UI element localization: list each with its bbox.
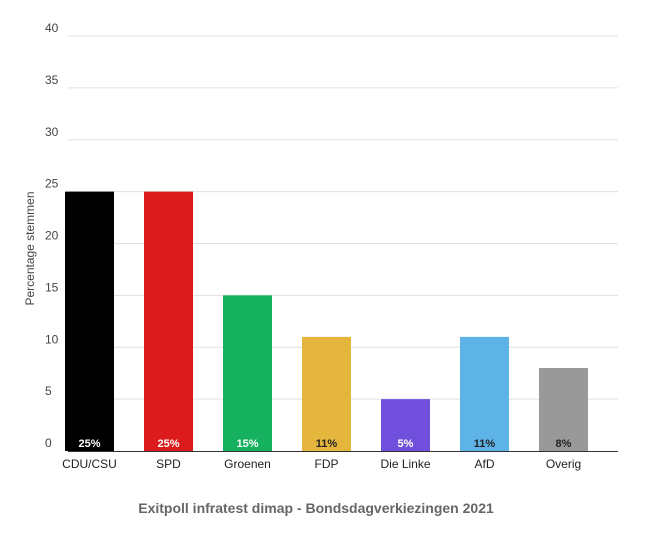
y-tick-label: 35 xyxy=(45,73,59,87)
x-tick-labels: CDU/CSU SPD Groenen FDP Die Linke AfD Overig xyxy=(62,457,581,471)
bar-data-label: 25% xyxy=(157,438,179,450)
bar-data-label: 25% xyxy=(78,438,100,450)
x-tick-label: Overig xyxy=(546,457,581,471)
bar xyxy=(223,295,272,451)
bar-data-label: 11% xyxy=(474,438,496,450)
y-axis-title: Percentage stemmen xyxy=(23,191,37,305)
y-tick-label: 15 xyxy=(45,280,59,294)
y-tick-labels: 0 5 10 15 20 25 30 35 40 xyxy=(45,21,59,450)
bar-data-labels: 25% 25% 15% 11% 5% 11% 8% xyxy=(78,438,571,450)
x-tick-label: SPD xyxy=(156,457,181,471)
x-tick-label: FDP xyxy=(315,457,339,471)
y-tick-label: 0 xyxy=(45,436,52,450)
bar-data-label: 8% xyxy=(556,438,572,450)
bar-data-label: 5% xyxy=(398,438,414,450)
bars xyxy=(65,191,588,451)
x-tick-label: AfD xyxy=(474,457,494,471)
y-tick-label: 25 xyxy=(45,177,59,191)
y-tick-label: 10 xyxy=(45,332,59,346)
bar xyxy=(65,191,114,451)
bar-data-label: 11% xyxy=(316,438,338,450)
x-tick-label: Die Linke xyxy=(380,457,430,471)
x-tick-label: Groenen xyxy=(224,457,271,471)
bar xyxy=(460,336,509,451)
bar-data-label: 15% xyxy=(236,438,258,450)
x-tick-label: CDU/CSU xyxy=(62,457,117,471)
bar xyxy=(381,399,430,451)
y-tick-label: 30 xyxy=(45,125,59,139)
chart-title: Exitpoll infratest dimap - Bondsdagverki… xyxy=(138,500,494,516)
bar xyxy=(144,191,193,451)
y-tick-label: 5 xyxy=(45,384,52,398)
y-tick-label: 20 xyxy=(45,229,59,243)
y-tick-label: 40 xyxy=(45,21,59,35)
bar xyxy=(302,336,351,451)
bar xyxy=(539,368,588,451)
